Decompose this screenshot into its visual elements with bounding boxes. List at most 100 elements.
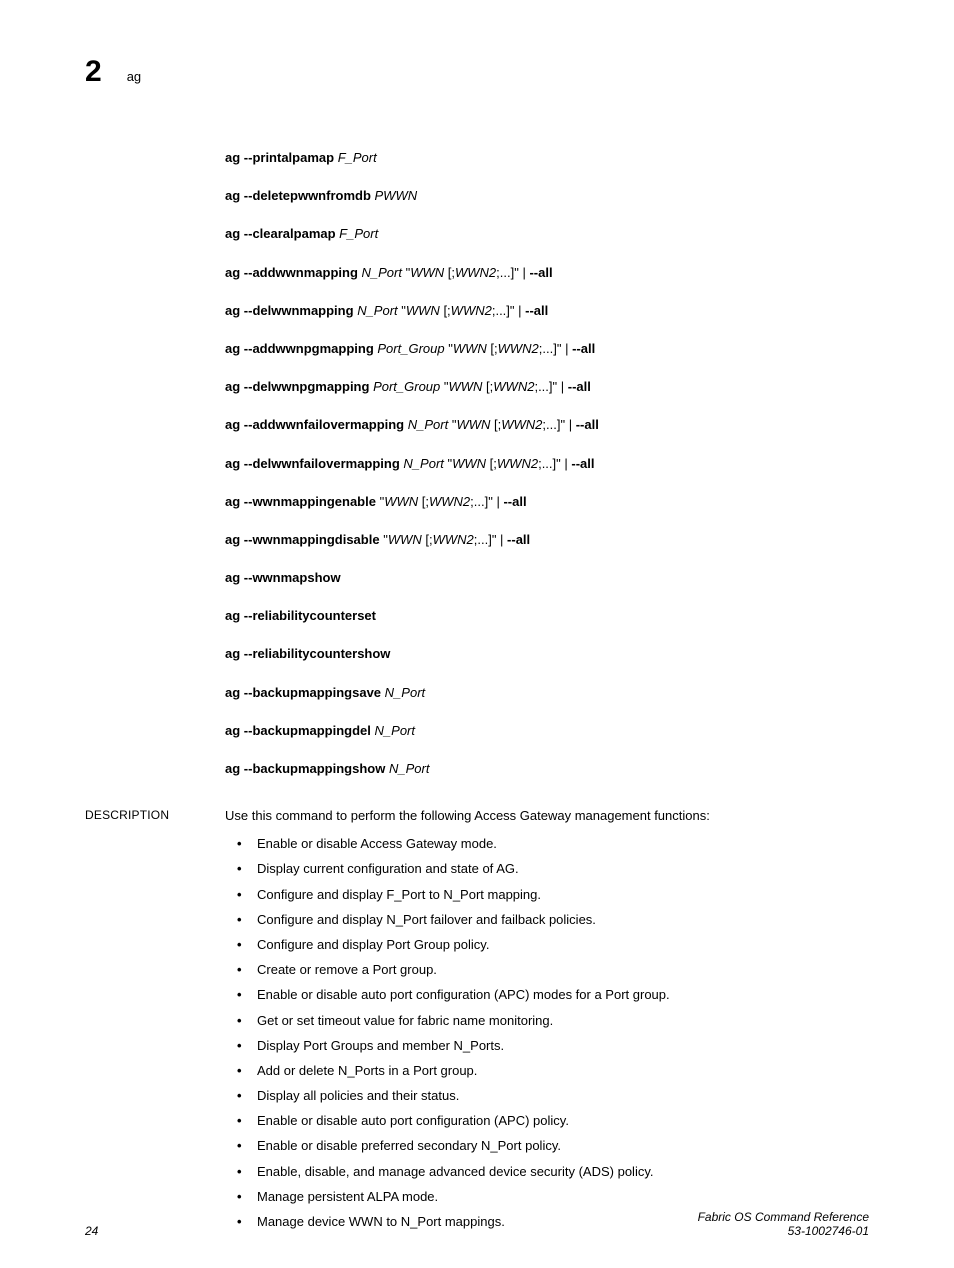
syntax-segment: ;...]" |: [496, 265, 529, 280]
syntax-segment: ;...]" |: [542, 417, 575, 432]
syntax-segment: ;...]" |: [470, 494, 503, 509]
syntax-segment: WWN: [388, 532, 422, 547]
syntax-segment: F_Port: [339, 226, 378, 241]
syntax-segment: --all: [572, 341, 595, 356]
bullet-item: Get or set timeout value for fabric name…: [225, 1012, 869, 1030]
syntax-segment: ;...]" |: [534, 379, 567, 394]
header-title: ag: [127, 69, 141, 84]
syntax-segment: ag --addwwnmapping: [225, 265, 358, 280]
syntax-segment: N_Port: [408, 417, 448, 432]
syntax-segment: N_Port: [389, 761, 429, 776]
bullet-item: Enable or disable auto port configuratio…: [225, 986, 869, 1004]
syntax-segment: --all: [503, 494, 526, 509]
syntax-segment: [;: [444, 265, 455, 280]
syntax-segment: [;: [486, 456, 497, 471]
syntax-segment: WWN2: [433, 532, 474, 547]
syntax-segment: --all: [571, 456, 594, 471]
page-header: 2 ag: [85, 55, 869, 89]
syntax-segment: WWN: [449, 379, 483, 394]
syntax-line: ag --clearalpamap F_Port: [225, 225, 869, 243]
syntax-segment: ag --addwwnfailovermapping: [225, 417, 404, 432]
syntax-segment: ag --wwnmappingenable: [225, 494, 376, 509]
syntax-segment: [;: [490, 417, 501, 432]
syntax-segment: N_Port: [385, 685, 425, 700]
syntax-segment: WWN2: [501, 417, 542, 432]
bullet-item: Display current configuration and state …: [225, 860, 869, 878]
bullet-list: Enable or disable Access Gateway mode. Di…: [225, 835, 869, 1231]
description-section: DESCRIPTION Use this command to perform …: [85, 808, 869, 1238]
syntax-segment: WWN: [456, 417, 490, 432]
bullet-item: Display all policies and their status.: [225, 1087, 869, 1105]
syntax-segment: ": [445, 341, 453, 356]
syntax-segment: [;: [422, 532, 433, 547]
syntax-segment: WWN: [384, 494, 418, 509]
page-number: 24: [85, 1224, 98, 1238]
bullet-item: Enable or disable Access Gateway mode.: [225, 835, 869, 853]
syntax-segment: ag --reliabilitycounterset: [225, 608, 376, 623]
syntax-line: ag --addwwnfailovermapping N_Port "WWN […: [225, 416, 869, 434]
syntax-segment: WWN: [452, 456, 486, 471]
syntax-segment: ag --backupmappingdel: [225, 723, 371, 738]
syntax-segment: F_Port: [338, 150, 377, 165]
syntax-segment: WWN2: [493, 379, 534, 394]
syntax-segment: ": [440, 379, 448, 394]
bullet-item: Manage persistent ALPA mode.: [225, 1188, 869, 1206]
syntax-segment: ag --delwwnpgmapping: [225, 379, 369, 394]
syntax-line: ag --wwnmapshow: [225, 569, 869, 587]
syntax-segment: [;: [487, 341, 498, 356]
syntax-line: ag --backupmappingsave N_Port: [225, 684, 869, 702]
syntax-segment: Port_Group: [373, 379, 440, 394]
syntax-line: ag --addwwnmapping N_Port "WWN [;WWN2;..…: [225, 264, 869, 282]
syntax-line: ag --delwwnpgmapping Port_Group "WWN [;W…: [225, 378, 869, 396]
syntax-line: ag --delwwnfailovermapping N_Port "WWN […: [225, 455, 869, 473]
syntax-segment: ag --backupmappingsave: [225, 685, 381, 700]
syntax-segment: WWN: [453, 341, 487, 356]
syntax-line: ag --deletepwwnfromdb PWWN: [225, 187, 869, 205]
bullet-item: Configure and display Port Group policy.: [225, 936, 869, 954]
syntax-line: ag --backupmappingshow N_Port: [225, 760, 869, 778]
syntax-line: ag --addwwnpgmapping Port_Group "WWN [;W…: [225, 340, 869, 358]
syntax-segment: N_Port: [403, 456, 443, 471]
page-container: 2 ag ag --printalpamap F_Portag --delete…: [0, 0, 954, 1268]
syntax-line: ag --wwnmappingenable "WWN [;WWN2;...]" …: [225, 493, 869, 511]
description-label: DESCRIPTION: [85, 808, 195, 822]
description-body: Use this command to perform the followin…: [225, 808, 869, 1238]
bullet-item: Enable or disable auto port configuratio…: [225, 1112, 869, 1130]
syntax-segment: Port_Group: [377, 341, 444, 356]
syntax-line: ag --reliabilitycountershow: [225, 645, 869, 663]
syntax-segment: --all: [576, 417, 599, 432]
syntax-line: ag --wwnmappingdisable "WWN [;WWN2;...]"…: [225, 531, 869, 549]
syntax-segment: --all: [568, 379, 591, 394]
syntax-segment: --all: [507, 532, 530, 547]
doc-number: 53-1002746-01: [788, 1224, 869, 1238]
syntax-segment: WWN: [406, 303, 440, 318]
syntax-segment: ": [380, 532, 388, 547]
syntax-segment: ag --reliabilitycountershow: [225, 646, 390, 661]
syntax-segment: WWN2: [429, 494, 470, 509]
syntax-segment: --all: [525, 303, 548, 318]
syntax-segment: ag --deletepwwnfromdb: [225, 188, 371, 203]
syntax-segment: ag --delwwnmapping: [225, 303, 354, 318]
syntax-segment: ": [444, 456, 452, 471]
syntax-segment: ag --wwnmapshow: [225, 570, 341, 585]
syntax-segment: [;: [482, 379, 493, 394]
doc-title: Fabric OS Command Reference: [698, 1210, 869, 1224]
bullet-item: Add or delete N_Ports in a Port group.: [225, 1062, 869, 1080]
syntax-segment: ag --clearalpamap: [225, 226, 336, 241]
bullet-item: Create or remove a Port group.: [225, 961, 869, 979]
syntax-segment: ag --printalpamap: [225, 150, 334, 165]
syntax-segment: ": [398, 303, 406, 318]
syntax-segment: WWN: [410, 265, 444, 280]
syntax-segment: ag --delwwnfailovermapping: [225, 456, 400, 471]
syntax-line: ag --backupmappingdel N_Port: [225, 722, 869, 740]
footer-doc-info: Fabric OS Command Reference 53-1002746-0…: [698, 1210, 869, 1238]
syntax-line: ag --printalpamap F_Port: [225, 149, 869, 167]
description-intro: Use this command to perform the followin…: [225, 808, 869, 823]
page-footer: 24 Fabric OS Command Reference 53-100274…: [85, 1210, 869, 1238]
syntax-segment: PWWN: [375, 188, 418, 203]
syntax-segment: [;: [418, 494, 429, 509]
syntax-segment: ": [402, 265, 410, 280]
syntax-segment: --all: [529, 265, 552, 280]
syntax-segment: ag --backupmappingshow: [225, 761, 385, 776]
syntax-segment: ag --addwwnpgmapping: [225, 341, 374, 356]
